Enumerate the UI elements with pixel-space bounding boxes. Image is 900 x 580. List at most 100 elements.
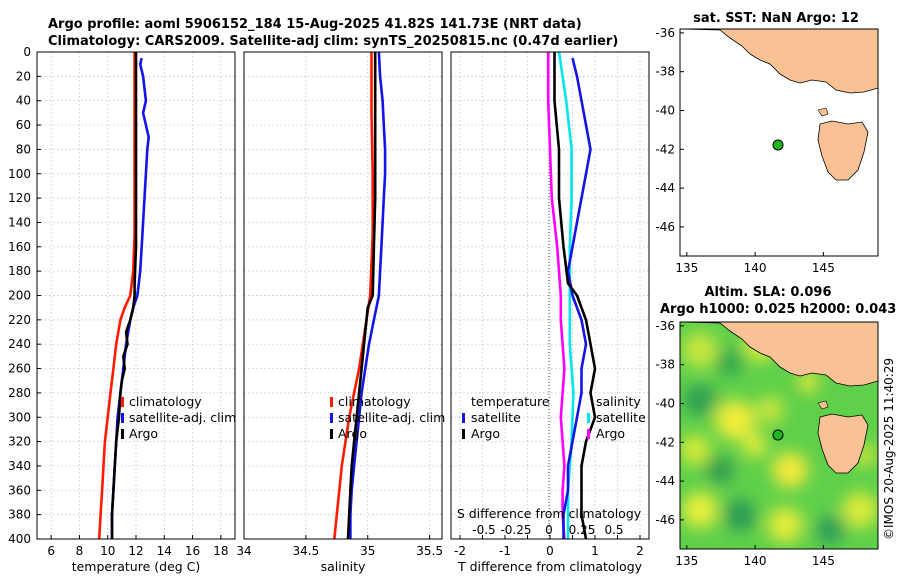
sla-map-title-line2: Argo h1000: 0.025 h2000: 0.043 bbox=[660, 302, 896, 317]
salinity-axes-frame bbox=[243, 51, 443, 540]
lon-tick-label: 135 bbox=[675, 554, 698, 568]
legend-s-satellite-swatch bbox=[587, 413, 590, 423]
depth-tick-label: 380 bbox=[8, 508, 31, 522]
s-difference-tick-labels: -0.5 -0.25 0 0.25 0.5 bbox=[472, 523, 623, 537]
lon-tick-label: 135 bbox=[675, 261, 698, 275]
mainland-shape bbox=[680, 322, 878, 387]
depth-tick-label: 300 bbox=[8, 410, 31, 424]
x-tick-label: 34 bbox=[236, 544, 251, 558]
salinity-panel: 34 34.5 35 35.5 salinity climatology satell… bbox=[236, 51, 445, 574]
x-tick-label: 12 bbox=[128, 544, 143, 558]
legend-t-satellite-label: satellite bbox=[471, 410, 521, 425]
lat-tick-label: -46 bbox=[655, 513, 675, 527]
legend-salinity-title: salinity bbox=[596, 394, 641, 409]
legend-t-argo-label: Argo bbox=[471, 426, 500, 441]
x-tick-label: 35 bbox=[360, 544, 375, 558]
difference-legend-left: temperature satellite Argo bbox=[462, 394, 550, 441]
legend-s-satellite-label: satellite bbox=[596, 410, 646, 425]
lat-tick-label: -40 bbox=[655, 103, 675, 117]
mainland-shape bbox=[680, 29, 878, 94]
depth-tick-label: 220 bbox=[8, 313, 31, 327]
argo-line bbox=[110, 52, 138, 539]
depth-tick-label: 400 bbox=[8, 532, 31, 546]
lon-tick-label: 140 bbox=[744, 261, 767, 275]
t-argo-diff-line bbox=[553, 52, 597, 540]
difference-series bbox=[546, 51, 597, 540]
argo-position-marker bbox=[772, 139, 784, 151]
satellite-line bbox=[110, 57, 150, 539]
depth-tick-label: 340 bbox=[8, 459, 31, 473]
legend-t-argo-swatch bbox=[462, 429, 465, 439]
small-island-shape bbox=[817, 107, 829, 117]
imos-timestamp-label: ©IMOS 20-Aug-2025 11:40:29 bbox=[882, 358, 896, 540]
difference-panel: -2 -1 0 1 2 T difference from climatology S … bbox=[450, 51, 650, 574]
s-tick-label: -0.5 bbox=[472, 523, 495, 537]
legend-s-argo-swatch bbox=[587, 429, 590, 439]
temperature-x-label: temperature (deg C) bbox=[72, 559, 201, 574]
depth-tick-label: 60 bbox=[16, 118, 31, 132]
x-tick-label: 10 bbox=[100, 544, 115, 558]
legend-climatology-swatch bbox=[121, 397, 124, 407]
temperature-tick-labels: 6 8 10 12 14 16 18 bbox=[47, 535, 228, 558]
lon-tick-label: 145 bbox=[812, 261, 835, 275]
sla-blob bbox=[743, 433, 767, 457]
lon-tick-label: 145 bbox=[812, 554, 835, 568]
legend-temperature-title: temperature bbox=[471, 394, 550, 409]
depth-tick-label: 140 bbox=[8, 215, 31, 229]
sla-blob bbox=[798, 372, 818, 392]
x-tick-label: 8 bbox=[76, 544, 84, 558]
legend-t-satellite-swatch bbox=[462, 413, 465, 423]
lat-tick-label: -42 bbox=[655, 435, 675, 449]
salinity-series bbox=[333, 51, 387, 540]
x-tick-label: 18 bbox=[213, 544, 228, 558]
sla-blob bbox=[772, 452, 808, 488]
s-tick-label: 0.5 bbox=[604, 523, 623, 537]
legend-climatology-label: climatology bbox=[129, 394, 202, 409]
depth-tick-label: 240 bbox=[8, 337, 31, 351]
depth-tick-label: 280 bbox=[8, 386, 31, 400]
lat-tick-label: -44 bbox=[655, 474, 675, 488]
salinity-tick-labels: 34 34.5 35 35.5 bbox=[236, 535, 443, 558]
difference-legend-right: salinity satellite Argo bbox=[587, 394, 646, 441]
depth-tick-label: 320 bbox=[8, 435, 31, 449]
climatology-line bbox=[333, 52, 375, 540]
temperature-legend: climatology satellite-adj. clim Argo bbox=[121, 394, 236, 441]
x-tick-label: 16 bbox=[185, 544, 200, 558]
x-tick-label: 34.5 bbox=[293, 544, 320, 558]
depth-tick-label: 260 bbox=[8, 362, 31, 376]
depth-tick-label: 160 bbox=[8, 240, 31, 254]
sst-map-tick-labels: -36 -38 -40 -42 -44 -46 135 140 145 bbox=[655, 26, 834, 275]
sst-map-title: sat. SST: NaN Argo: 12 bbox=[693, 11, 859, 26]
legend-argo-swatch bbox=[121, 429, 124, 439]
t-satellite-diff-line bbox=[562, 57, 592, 539]
depth-tick-label: 200 bbox=[8, 289, 31, 303]
temperature-panel: 0 20 40 60 80 100 120 140 160 180 200 220 240 260 280 3… bbox=[8, 45, 236, 574]
salinity-grid bbox=[244, 52, 442, 539]
lon-tick-label: 140 bbox=[744, 554, 767, 568]
sla-map-tick-labels: -36 -38 -40 -42 -44 -46 135 140 145 bbox=[655, 319, 834, 568]
sla-field-blobs bbox=[680, 329, 878, 544]
sst-map-panel: sat. SST: NaN Argo: 12 -36 -38 -40 -42 -44 -4… bbox=[655, 11, 879, 275]
sla-blob bbox=[682, 332, 718, 368]
lat-tick-label: -46 bbox=[655, 220, 675, 234]
argo-position-marker bbox=[772, 429, 784, 441]
climatology-line bbox=[97, 52, 136, 540]
sst-map-land bbox=[680, 29, 878, 181]
lat-tick-label: -40 bbox=[655, 396, 675, 410]
lat-tick-label: -44 bbox=[655, 181, 675, 195]
t-difference-x-label: T difference from climatology bbox=[457, 559, 643, 574]
temperature-series bbox=[97, 52, 150, 540]
sla-blob bbox=[680, 435, 710, 465]
x-tick-label: 1 bbox=[591, 544, 599, 558]
sla-map-panel: Altim. SLA: 0.096 Argo h1000: 0.025 h200… bbox=[655, 285, 896, 568]
depth-tick-label: 40 bbox=[16, 94, 31, 108]
sla-blob bbox=[716, 348, 744, 376]
legend-argo-swatch bbox=[330, 429, 333, 439]
depth-tick-label: 20 bbox=[16, 69, 31, 83]
depth-tick-label: 360 bbox=[8, 483, 31, 497]
s-argo-diff-line bbox=[546, 52, 566, 540]
island-shape bbox=[817, 413, 869, 474]
sla-blob bbox=[816, 516, 844, 544]
legend-climatology-label: climatology bbox=[338, 394, 411, 409]
